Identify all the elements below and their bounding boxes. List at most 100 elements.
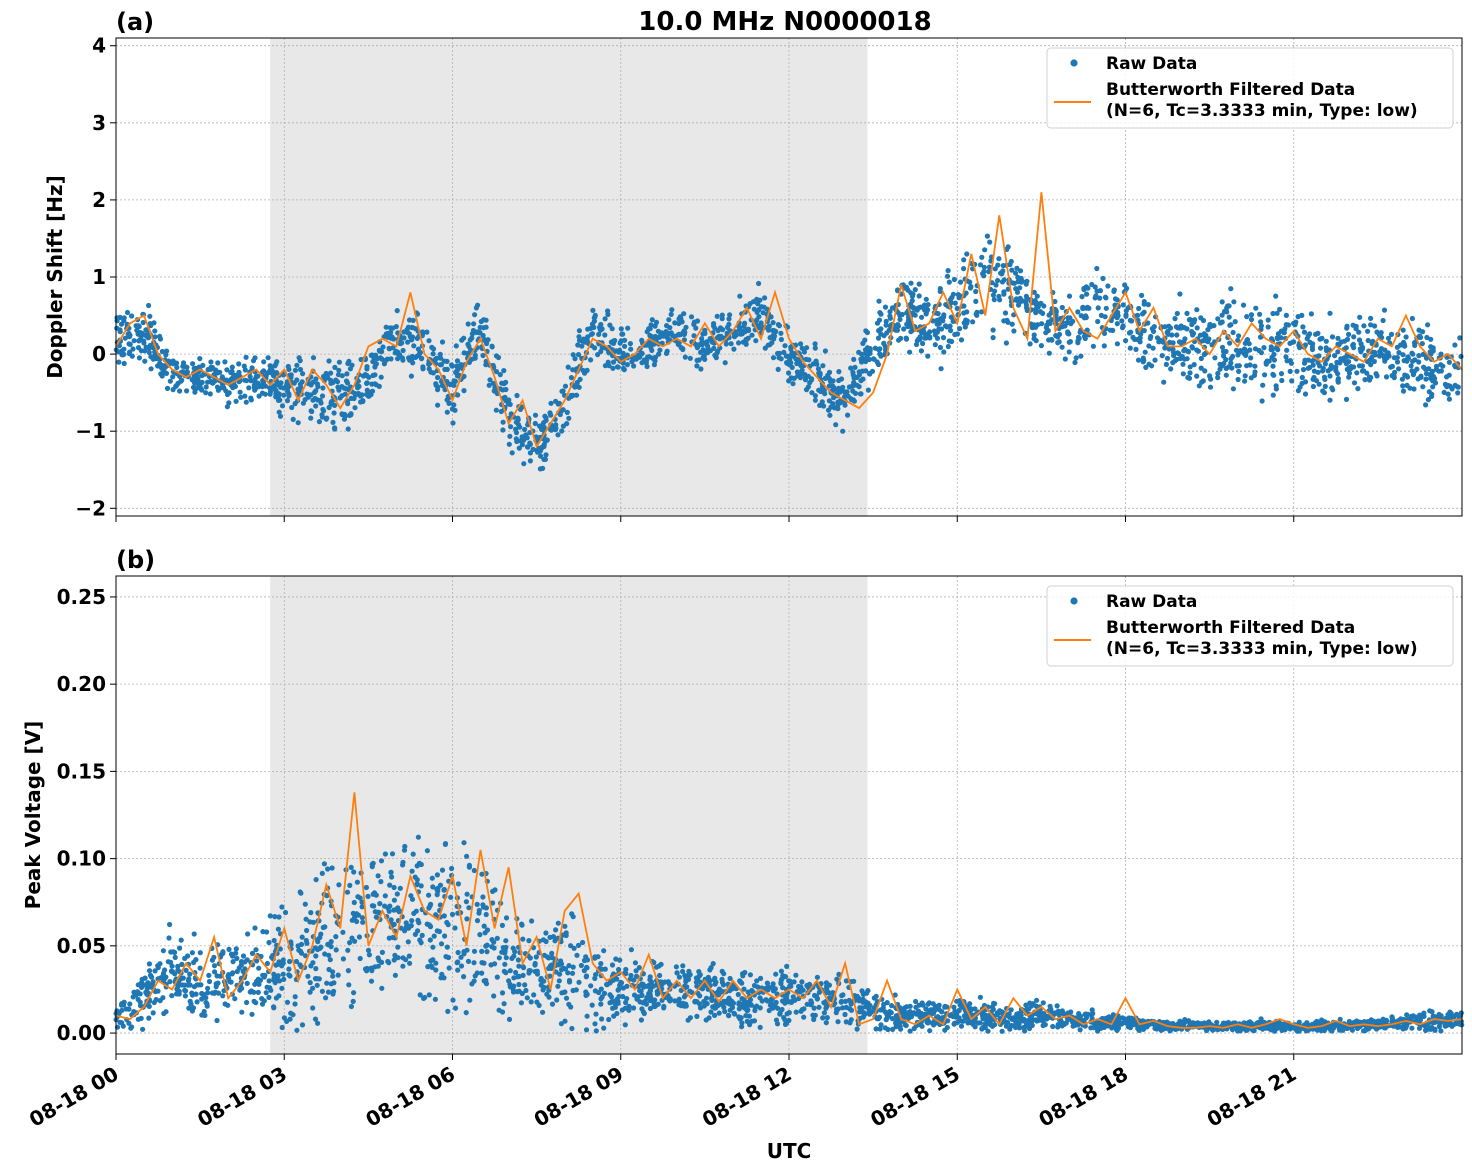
raw-data-point [1080,305,1086,312]
raw-data-point [652,323,658,329]
y-tick-label: 1 [92,265,106,289]
raw-data-point [167,378,173,384]
raw-data-point [1355,386,1361,392]
raw-data-point [1424,334,1430,341]
raw-data-point [225,1002,231,1008]
raw-data-point [454,358,461,364]
raw-data-point [1082,335,1088,342]
raw-data-point [310,379,316,385]
raw-data-point [131,338,137,344]
raw-data-point [1174,332,1180,338]
raw-data-point [667,325,673,331]
raw-data-point [238,394,244,400]
raw-data-point [559,388,565,394]
raw-data-point [1287,368,1293,374]
raw-data-point [1083,313,1089,319]
raw-data-point [1174,310,1180,317]
raw-data-point [773,1017,780,1023]
raw-data-point [278,384,284,390]
raw-data-point [455,392,461,398]
raw-data-point [784,963,790,970]
raw-data-point [1308,311,1314,317]
raw-data-point [1200,378,1206,384]
raw-data-point [657,334,663,340]
raw-data-point [1056,339,1062,345]
raw-data-point [553,398,559,404]
raw-data-point [461,974,467,980]
raw-data-point [1380,317,1386,324]
raw-data-point [248,397,254,403]
raw-data-point [1316,381,1322,387]
raw-data-point [1419,341,1425,347]
raw-data-point [410,317,416,323]
raw-data-point [1167,325,1174,331]
raw-data-point [273,962,279,968]
raw-data-point [491,945,497,951]
raw-data-point [189,950,195,956]
raw-data-point [731,346,737,352]
raw-data-point [489,344,495,350]
raw-data-point [1452,382,1458,388]
raw-data-point [169,993,175,999]
raw-data-point [697,993,703,999]
raw-data-point [279,403,286,409]
raw-data-point [394,308,400,314]
raw-data-point [820,1015,826,1021]
raw-data-point [1257,311,1263,317]
raw-data-point [1332,365,1338,371]
raw-data-point [598,961,604,967]
raw-data-point [494,935,500,941]
raw-data-point [304,927,310,934]
raw-data-point [292,994,298,1000]
raw-data-point [1040,1000,1046,1006]
raw-data-point [288,374,294,380]
raw-data-point [429,344,435,350]
raw-data-point [775,1005,781,1011]
raw-data-point [611,1013,617,1019]
raw-data-point [639,1006,645,1012]
raw-data-point [1343,361,1349,367]
raw-data-point [347,882,353,889]
raw-data-point [719,976,725,983]
raw-data-point [909,327,915,333]
raw-data-point [1348,364,1354,370]
raw-data-point [1102,314,1108,320]
raw-data-point [815,366,822,372]
raw-data-point [471,321,477,327]
raw-data-point [1445,391,1451,397]
raw-data-point [255,989,261,996]
raw-data-point [1086,305,1092,311]
raw-data-point [1119,325,1126,331]
raw-data-point [898,335,904,341]
raw-data-point [584,1013,590,1019]
raw-data-point [743,1013,749,1019]
raw-data-point [451,382,457,388]
raw-data-point [822,348,829,354]
raw-data-point [676,332,682,338]
raw-data-point [373,892,379,898]
raw-data-point [876,298,882,304]
raw-data-point [1095,305,1101,311]
raw-data-point [261,368,267,374]
raw-data-point [1391,373,1397,379]
raw-data-point [575,352,582,358]
raw-data-point [1423,402,1429,408]
raw-data-point [146,349,152,356]
raw-data-point [341,385,347,391]
raw-data-point [479,948,485,955]
raw-data-point [1220,348,1227,355]
raw-data-point [951,276,958,283]
raw-data-point [382,903,388,909]
raw-data-point [503,938,509,944]
raw-data-point [755,301,761,307]
raw-data-point [406,331,412,337]
raw-data-point [166,358,172,364]
raw-data-point [823,1020,829,1026]
raw-data-point [872,345,878,351]
raw-data-point [850,397,857,403]
raw-data-point [625,325,631,331]
raw-data-point [1219,299,1225,305]
raw-data-point [673,964,680,970]
raw-data-point [1037,309,1043,315]
raw-data-point [1081,285,1087,292]
